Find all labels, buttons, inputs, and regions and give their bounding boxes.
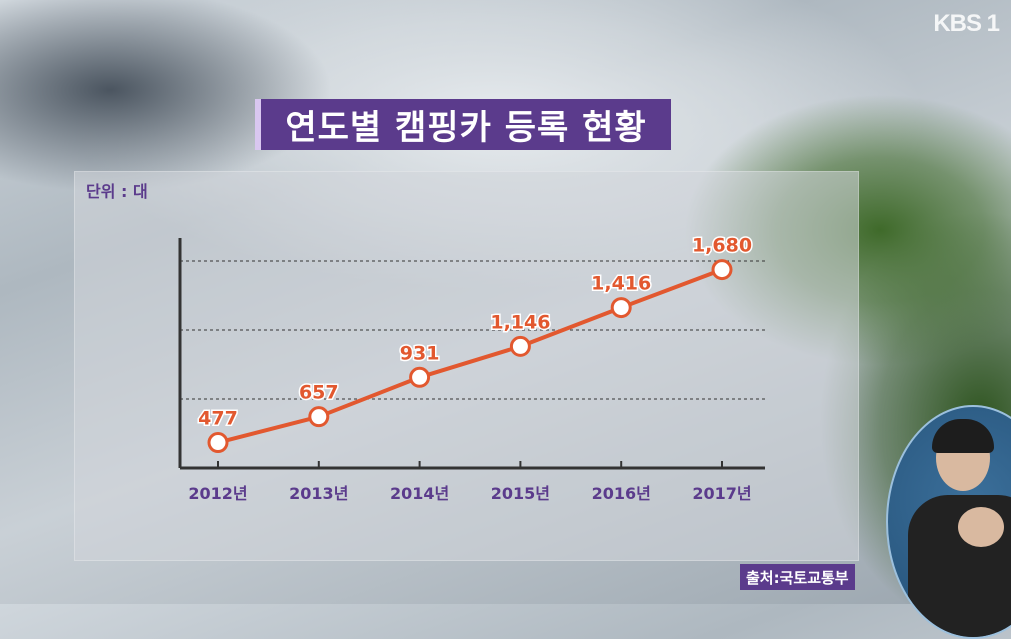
data-point bbox=[409, 366, 431, 388]
chart-panel bbox=[74, 171, 859, 561]
data-point bbox=[207, 432, 229, 454]
data-point bbox=[308, 406, 330, 428]
interpreter-hair bbox=[932, 419, 994, 453]
x-tick-label: 2015년 bbox=[491, 484, 550, 503]
data-label: 657 bbox=[299, 382, 339, 404]
chart-title: 연도별 캠핑카 등록 현황 bbox=[285, 108, 647, 148]
x-tick-label: 2013년 bbox=[289, 484, 348, 503]
x-tick-label: 2017년 bbox=[692, 484, 751, 503]
data-point bbox=[711, 259, 733, 281]
data-point bbox=[509, 335, 531, 357]
data-point bbox=[610, 297, 632, 319]
data-label: 1,680 bbox=[692, 235, 752, 257]
x-tick-label: 2016년 bbox=[592, 484, 651, 503]
sign-language-interpreter bbox=[886, 405, 1011, 639]
data-label: 477 bbox=[198, 408, 238, 430]
line-chart: 2012년 2013년 2014년 2015년 2016년 2017년 477 657 931 1… bbox=[178, 233, 765, 503]
unit-label: 단위 : 대 bbox=[86, 182, 148, 201]
chart-title-box: 연도별 캠핑카 등록 현황 bbox=[255, 99, 671, 150]
interpreter-hand bbox=[958, 507, 1004, 547]
series-line bbox=[217, 267, 723, 445]
data-label: 1,416 bbox=[591, 273, 651, 295]
data-label: 1,146 bbox=[490, 311, 550, 333]
source-label: 출처:국토교통부 bbox=[740, 564, 855, 590]
data-label: 931 bbox=[400, 342, 440, 364]
broadcaster-logo: KBS 1 bbox=[933, 10, 1000, 37]
x-tick-label: 2012년 bbox=[188, 484, 247, 503]
x-tick-label: 2014년 bbox=[390, 484, 449, 503]
